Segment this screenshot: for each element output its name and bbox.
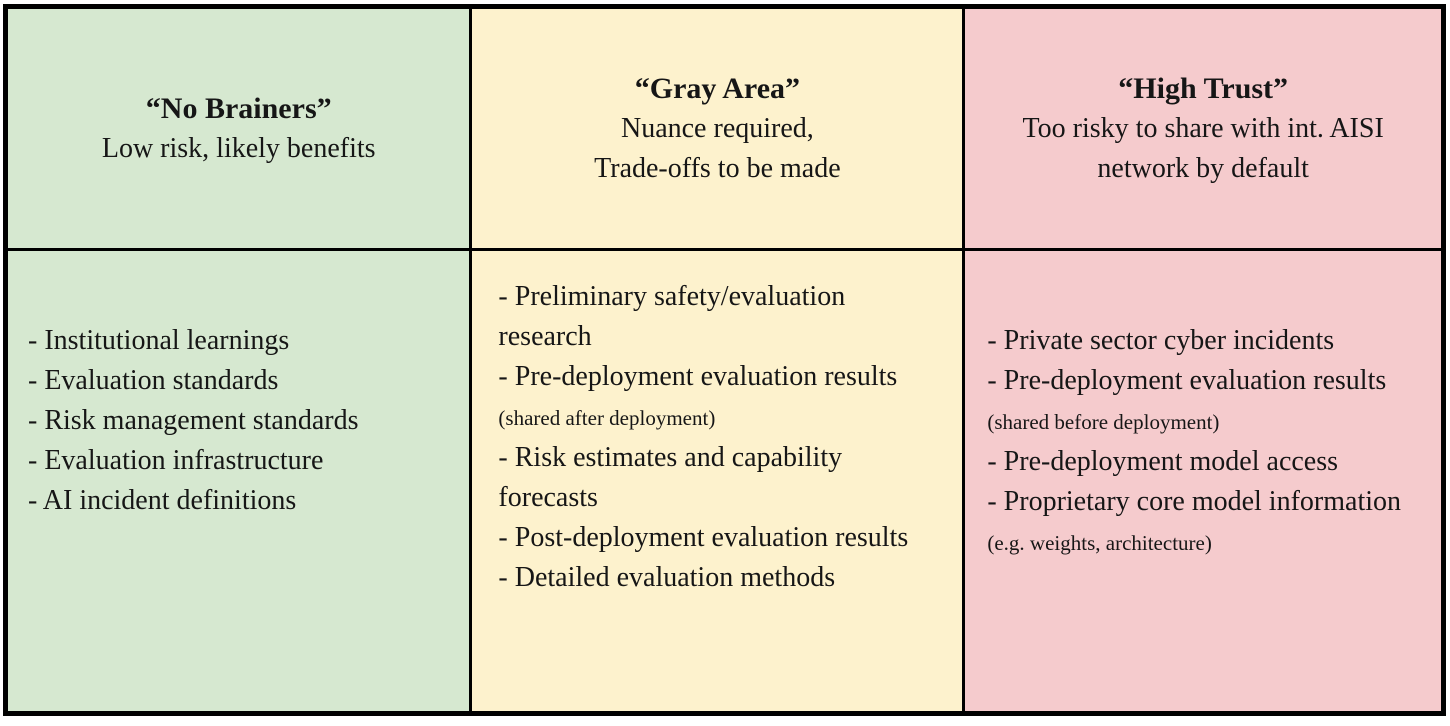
comparison-table: “No Brainers” Low risk, likely benefits …	[3, 4, 1446, 716]
list-item: - Pre-deployment evaluation results (sha…	[498, 357, 920, 438]
column-title: “No Brainers”	[145, 91, 332, 125]
list-item: - Risk management standards	[28, 405, 359, 436]
list-item: - Proprietary core model information (e.…	[987, 482, 1413, 563]
list-item-text: - Proprietary core model information	[987, 486, 1402, 517]
list-item: - Evaluation infrastructure	[28, 445, 324, 476]
column-high-trust: “High Trust” Too risky to share with int…	[962, 9, 1441, 711]
column-header-gray-area: “Gray Area” Nuance required, Trade-offs …	[472, 9, 963, 251]
column-subtitle: Nuance required,	[620, 112, 814, 144]
column-title: “Gray Area”	[634, 71, 801, 105]
list-item: - Preliminary safety/evaluation research	[498, 281, 846, 352]
list-item: - Risk estimates and capability forecast…	[498, 442, 843, 513]
list-item: - AI incident definitions	[28, 485, 297, 516]
list-item: - Evaluation standards	[28, 365, 279, 396]
item-list-no-brainers: - Institutional learnings - Evaluation s…	[8, 251, 469, 711]
item-note: (shared after deployment)	[498, 406, 716, 430]
list-item-text: - Pre-deployment evaluation results	[987, 365, 1387, 396]
list-item: - Pre-deployment evaluation results (sha…	[987, 361, 1413, 442]
column-subtitle: Low risk, likely benefits	[101, 132, 376, 164]
column-header-no-brainers: “No Brainers” Low risk, likely benefits	[8, 9, 470, 251]
column-gray-area: “Gray Area” Nuance required, Trade-offs …	[469, 9, 963, 711]
column-subtitle: Too risky to share with int. AISI networ…	[1022, 112, 1384, 184]
list-item-text: - Pre-deployment evaluation results	[498, 361, 898, 392]
column-no-brainers: “No Brainers” Low risk, likely benefits …	[8, 9, 470, 711]
list-item: - Institutional learnings	[28, 325, 290, 356]
list-item: - Private sector cyber incidents	[987, 325, 1335, 356]
item-note: (e.g. weights, architecture)	[987, 531, 1212, 555]
item-list-gray-area: - Preliminary safety/evaluation research…	[472, 251, 962, 711]
list-item: - Pre-deployment model access	[987, 446, 1339, 477]
list-item: - Detailed evaluation methods	[498, 562, 836, 593]
column-header-high-trust: “High Trust” Too risky to share with int…	[965, 9, 1441, 251]
item-list-high-trust: - Private sector cyber incidents - Pre-d…	[965, 251, 1441, 711]
column-subtitle: Trade-offs to be made	[594, 152, 841, 184]
list-item: - Post-deployment evaluation results	[498, 522, 909, 553]
column-title: “High Trust”	[1118, 71, 1289, 105]
item-note: (shared before deployment)	[987, 410, 1220, 434]
